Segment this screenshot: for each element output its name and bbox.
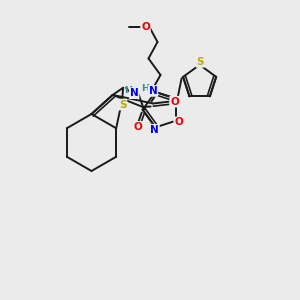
Text: O: O	[134, 122, 142, 132]
Text: O: O	[141, 22, 150, 32]
Text: O: O	[170, 97, 179, 107]
Text: O: O	[174, 117, 183, 128]
Text: S: S	[196, 57, 204, 67]
Text: N: N	[130, 88, 139, 98]
Text: H: H	[124, 86, 132, 95]
Text: H: H	[141, 84, 149, 93]
Text: N: N	[148, 86, 158, 96]
Text: N: N	[150, 125, 159, 135]
Text: S: S	[119, 100, 127, 110]
